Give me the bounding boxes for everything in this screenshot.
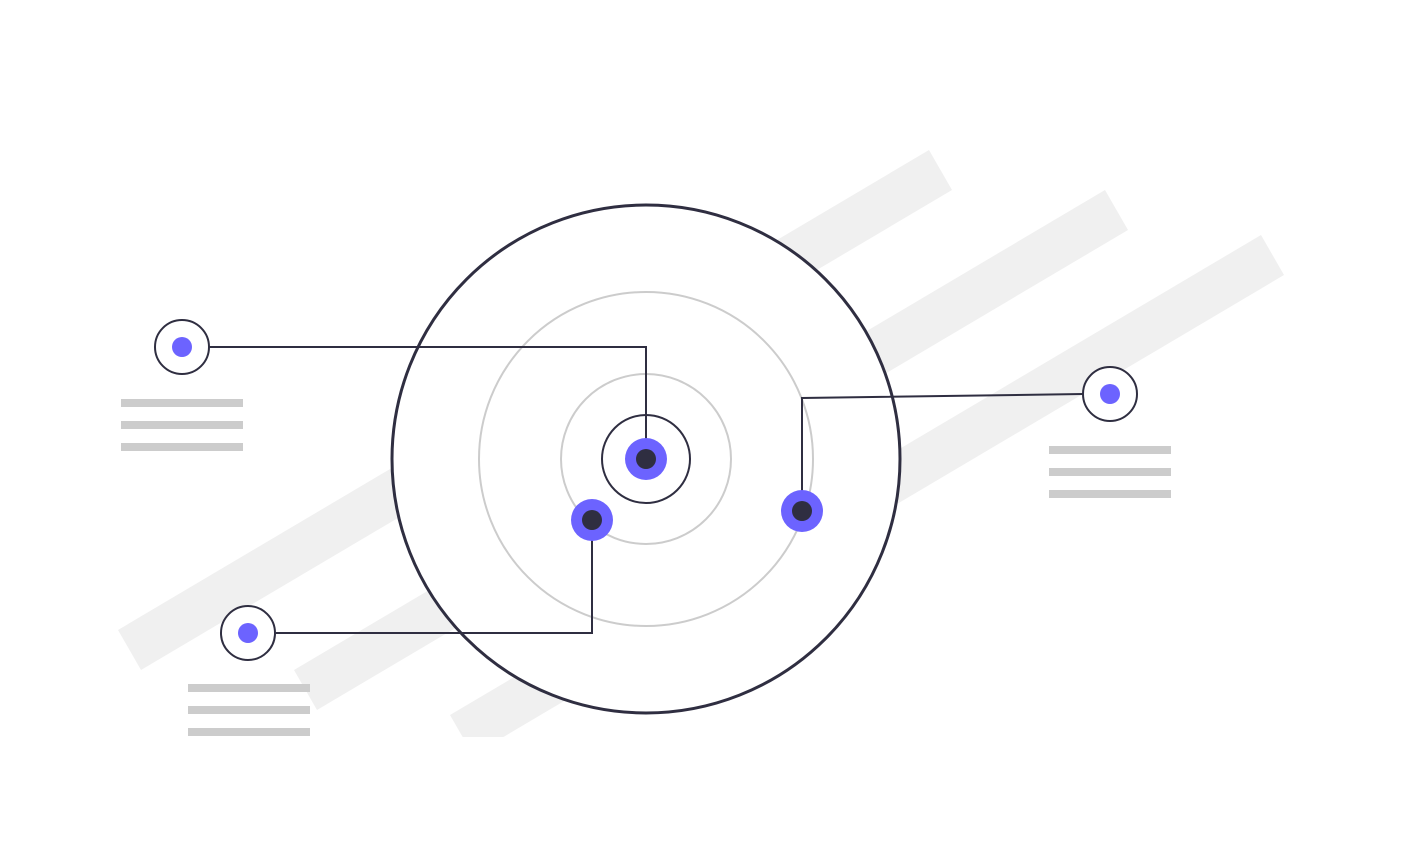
connector-lines <box>209 346 1084 634</box>
text-placeholder-top-left <box>121 399 243 451</box>
callout-dot-top-left <box>172 337 192 357</box>
text-placeholder-bottom-left <box>188 684 310 736</box>
callout-dot-bottom-left <box>238 623 258 643</box>
text-placeholder-right <box>1049 446 1171 498</box>
center-marker <box>625 438 667 480</box>
connector-bottom-left <box>276 520 593 634</box>
callout-top-left <box>121 319 243 451</box>
connector-top-left <box>209 346 647 459</box>
lower-left-marker <box>571 499 613 541</box>
target-markers <box>571 438 823 541</box>
middle-ring <box>478 291 814 627</box>
callout-dot-right <box>1100 384 1120 404</box>
callout-right <box>1049 366 1171 498</box>
right-marker <box>781 490 823 532</box>
callout-bottom-left <box>188 605 310 736</box>
connector-right <box>801 393 1084 511</box>
